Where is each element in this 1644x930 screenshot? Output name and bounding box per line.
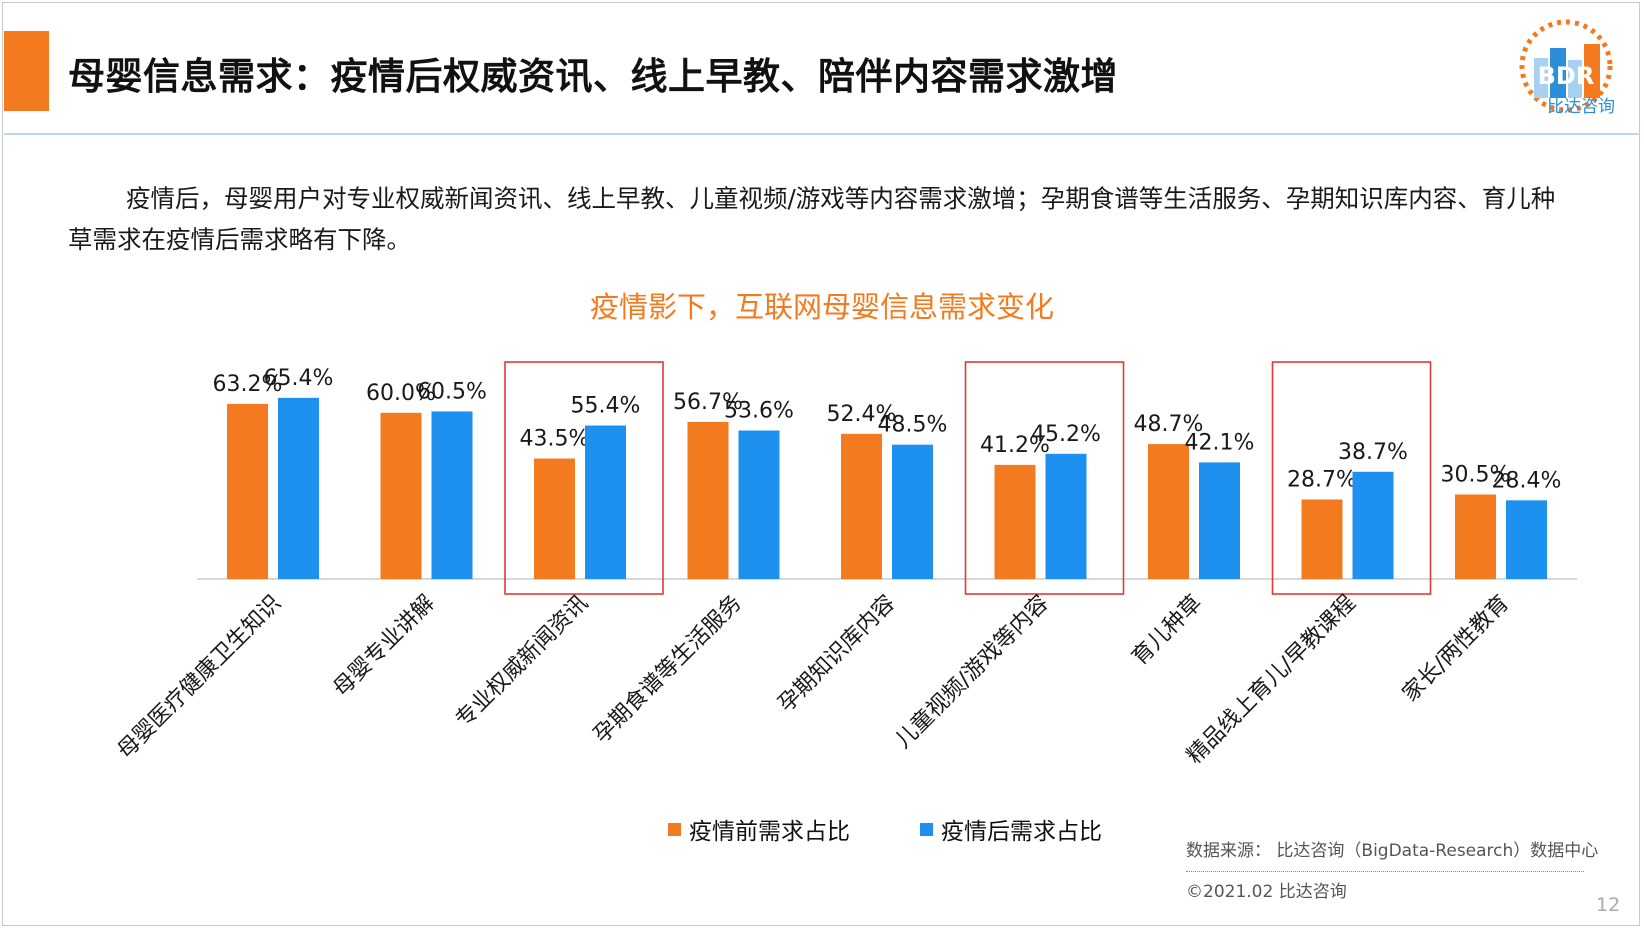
legend-item-after: 疫情后需求占比: [920, 812, 1102, 846]
data-source: 数据来源： 比达咨询（BigData-Research）数据中心: [1186, 841, 1599, 861]
legend-swatch-before: [668, 822, 681, 836]
bar-after: [278, 397, 319, 579]
bar-before: [1148, 444, 1189, 579]
page-number: 12: [1596, 894, 1621, 916]
bar-before: [534, 458, 575, 579]
bar-before: [841, 433, 882, 579]
copyright: ©2021.02 比达咨询: [1186, 882, 1347, 902]
legend-label-after: 疫情后需求占比: [941, 819, 1102, 845]
bar-before: [687, 421, 729, 579]
data-label: 60.5%: [417, 379, 487, 404]
legend-item-before: 疫情前需求占比: [668, 812, 850, 846]
category-label: 育儿种草: [1127, 591, 1207, 671]
data-label: 42.1%: [1185, 430, 1255, 455]
bar-before: [1455, 494, 1496, 579]
page-title: 母婴信息需求：疫情后权威资讯、线上早教、陪伴内容需求激增: [68, 55, 1118, 98]
bar-after: [1352, 471, 1394, 579]
data-label: 56.7%: [673, 390, 743, 415]
data-label: 65.4%: [264, 366, 334, 391]
data-label: 53.6%: [724, 399, 794, 424]
logo-letters: BDR: [1538, 62, 1595, 90]
category-label: 家长/两性教育: [1398, 591, 1514, 707]
highlight-box: [504, 361, 664, 595]
bdr-logo-icon: BDR: [1519, 19, 1613, 113]
legend-label-before: 疫情前需求占比: [689, 819, 850, 845]
bar-before: [227, 403, 268, 579]
data-label: 30.5%: [1441, 463, 1511, 488]
highlight-box: [964, 361, 1125, 595]
category-label: 母婴专业讲解: [329, 591, 440, 702]
title-accent-bar: [4, 31, 49, 111]
category-label: 孕期知识库内容: [774, 591, 901, 718]
bar-after: [892, 444, 933, 579]
bar-before: [994, 464, 1036, 579]
bar-before: [380, 412, 422, 579]
title-divider: [4, 133, 1640, 135]
bar-after: [1199, 462, 1240, 579]
bar-before: [1301, 499, 1343, 579]
data-label: 48.5%: [878, 413, 948, 438]
bar-after: [738, 430, 780, 579]
category-label: 儿童视频/游戏等内容: [891, 591, 1054, 754]
legend-swatch-after: [920, 822, 933, 836]
bar-after: [585, 425, 626, 579]
logo-text: 比达咨询: [1547, 97, 1615, 117]
category-label: 母婴医疗健康卫生知识: [113, 591, 286, 764]
data-label: 28.7%: [1287, 468, 1357, 493]
data-label: 28.4%: [1492, 468, 1562, 493]
data-label: 41.2%: [980, 433, 1050, 458]
data-label: 60.0%: [366, 381, 436, 406]
data-label: 48.7%: [1134, 412, 1204, 437]
data-label: 43.5%: [520, 427, 590, 452]
category-label: 孕期食谱等生活服务: [589, 591, 747, 749]
bar-after: [1045, 453, 1087, 579]
data-label: 55.4%: [571, 394, 641, 419]
source-divider: [1186, 871, 1584, 872]
data-label: 45.2%: [1031, 422, 1101, 447]
data-label: 38.7%: [1338, 440, 1408, 465]
bar-after: [431, 411, 473, 579]
category-label: 精品线上育儿/早教课程: [1182, 591, 1360, 769]
category-label: 专业权威新闻资讯: [451, 591, 593, 733]
chart-legend: 疫情前需求占比 疫情后需求占比: [668, 812, 1102, 846]
intro-paragraph: 疫情后，母婴用户对专业权威新闻资讯、线上早教、儿童视频/游戏等内容需求激增；孕期…: [68, 184, 1556, 254]
data-label: 63.2%: [213, 372, 283, 397]
bar-after: [1506, 500, 1547, 579]
data-label: 52.4%: [827, 402, 897, 427]
highlight-box: [1271, 361, 1432, 595]
chart-title: 疫情影下，互联网母婴信息需求变化: [589, 290, 1054, 324]
